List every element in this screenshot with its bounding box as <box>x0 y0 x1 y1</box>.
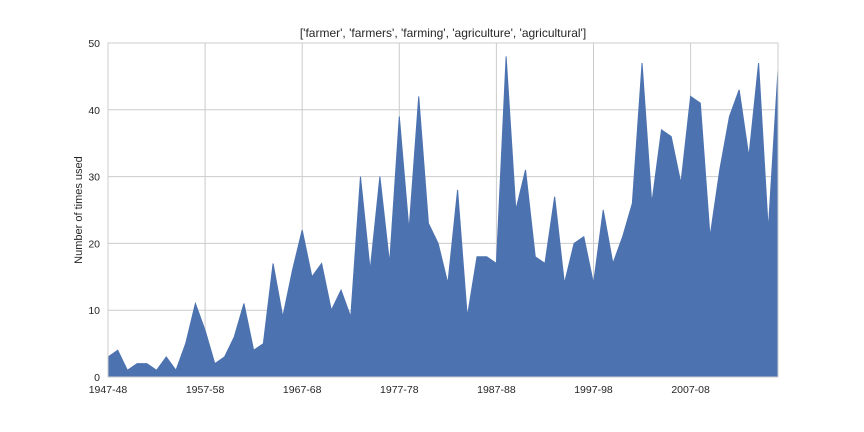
y-tick-labels: 0 10 20 30 40 50 <box>88 38 100 384</box>
x-tick-label: 1957-58 <box>186 384 225 396</box>
y-tick-label: 50 <box>88 38 100 50</box>
x-tick-label: 1997-98 <box>574 384 613 396</box>
series-area <box>107 56 779 378</box>
chart-title: ['farmer', 'farmers', 'farming', 'agricu… <box>300 26 586 40</box>
x-tick-label: 1977-78 <box>380 384 419 396</box>
x-tick-label: 2007-08 <box>671 384 710 396</box>
y-tick-label: 20 <box>88 238 100 250</box>
x-tick-label: 1967-68 <box>283 384 322 396</box>
plot-frame <box>107 42 779 378</box>
y-tick-label: 0 <box>94 372 100 384</box>
y-tick-label: 30 <box>88 172 100 184</box>
x-tick-label: 1947-48 <box>89 384 128 396</box>
y-tick-label: 40 <box>88 105 100 117</box>
y-tick-label: 10 <box>88 305 100 317</box>
y-axis-label: Number of times used <box>73 156 85 264</box>
x-tick-labels: 1947-48 1957-58 1967-68 1977-78 1987-88 1997-… <box>89 384 710 396</box>
x-tick-label: 1987-88 <box>477 384 516 396</box>
